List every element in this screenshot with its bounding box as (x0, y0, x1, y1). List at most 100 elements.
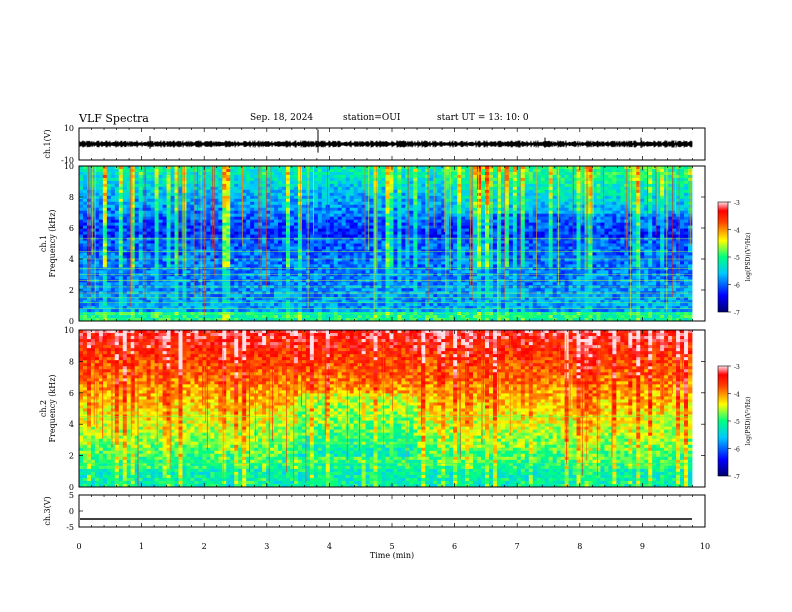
spectrogram-cell (106, 273, 112, 277)
spectrogram-cell (198, 225, 203, 229)
spectrogram-cell (186, 198, 191, 203)
spectrogram-cell (329, 276, 335, 280)
spectrogram-cell (309, 219, 315, 224)
spectrogram-cell (118, 237, 124, 241)
spectrogram-cell (210, 297, 215, 301)
spectrogram-cell (214, 243, 219, 247)
spectrogram-cell (98, 300, 104, 304)
spectrogram-cell (329, 177, 335, 182)
spectrogram-cell (262, 192, 267, 197)
spectrogram-cell (150, 210, 156, 215)
spectrogram-cell (138, 318, 144, 322)
spectrogram-cell (226, 306, 231, 310)
spectrogram-cell (222, 312, 227, 316)
spectrogram-cell (369, 166, 374, 170)
spectrogram-cell (345, 267, 351, 271)
spectrogram-cell (429, 189, 434, 194)
spectrogram-cell (98, 219, 104, 224)
spectrogram-cell (449, 225, 454, 229)
spectrogram-cell (90, 237, 96, 241)
spectrogram-cell (353, 222, 359, 227)
spectrogram-cell (218, 177, 223, 182)
spectrogram-cell (278, 183, 283, 188)
spectrogram-cell (198, 276, 203, 280)
spectrogram-cell (130, 174, 136, 179)
spectrogram-cell (222, 246, 227, 250)
spectrogram-cell (377, 219, 382, 224)
spectrogram-cell (206, 246, 211, 250)
spectrogram-cell (126, 264, 132, 268)
spectrogram-cell (377, 306, 382, 310)
spectrogram-cell (349, 180, 355, 185)
spectrogram-cell (138, 294, 144, 298)
spectrogram-cell (377, 315, 382, 319)
spectrogram-cell (381, 174, 386, 179)
spectrogram-cell (397, 210, 402, 215)
spectrogram-cell (413, 234, 418, 238)
spectrogram-cell (90, 216, 96, 221)
spectrogram-cell (110, 207, 116, 212)
spectrogram-cell (405, 312, 410, 316)
spectrogram-cell (381, 207, 386, 212)
spectrogram-cell (357, 207, 363, 212)
spectrogram-cell (365, 177, 370, 182)
spectrogram-cell (194, 216, 199, 221)
spectrogram-cell (425, 234, 430, 238)
spectrogram-cell (349, 288, 355, 292)
spectrogram-cell (234, 270, 239, 274)
spectrogram-cell (385, 303, 390, 307)
spectrogram-cell (341, 282, 347, 286)
spectrogram-cell (270, 225, 275, 229)
spectrogram-cell (329, 258, 335, 262)
spectrogram-cell (433, 219, 438, 224)
spectrogram-cell (401, 171, 406, 176)
spectrogram-cell (389, 225, 394, 229)
spectrogram-cell (146, 222, 152, 227)
spectrogram-cell (222, 276, 227, 280)
spectrogram-cell (254, 207, 259, 212)
spectrogram-cell (309, 186, 315, 191)
spectrogram-cell (449, 252, 454, 256)
spectrogram-cell (397, 240, 402, 244)
spectrogram-cell (210, 270, 215, 274)
spectrogram-cell (285, 264, 291, 268)
spectrogram-cell (102, 171, 108, 176)
spectrogram-cell (94, 240, 100, 244)
spectrogram-cell (297, 312, 303, 316)
spectrogram-cell (246, 174, 251, 179)
spectrogram-cell (349, 270, 355, 274)
spectrogram-cell (154, 300, 160, 304)
spectrogram-cell (126, 240, 132, 244)
spectrogram-cell (106, 261, 112, 265)
spectrogram-cell (353, 312, 359, 316)
spectrogram-cell (270, 246, 275, 250)
spectrogram-cell (106, 195, 112, 200)
spectrogram-cell (353, 228, 359, 232)
spectrogram-cell (154, 252, 160, 256)
spectrogram-cell (226, 264, 231, 268)
spectrogram-cell (106, 318, 112, 322)
spectrogram-cell (417, 192, 422, 197)
spectrogram-cell (262, 195, 267, 200)
spectrogram-cell (449, 192, 454, 197)
spectrogram-cell (230, 189, 235, 194)
spectrogram-cell (421, 213, 426, 218)
spectrogram-cell (449, 261, 454, 265)
spectrogram-cell (441, 288, 446, 292)
spectrogram-cell (126, 270, 132, 274)
spectrogram-cell (417, 261, 422, 265)
spectrogram-cell (126, 216, 132, 221)
spectrogram-cell (246, 201, 251, 206)
spectrogram-cell (98, 204, 104, 209)
spectrogram-cell (333, 192, 339, 197)
spectrogram-cell (437, 189, 442, 194)
spectrogram-cell (182, 303, 187, 307)
spectrogram-cell (309, 183, 315, 188)
spectrogram-cell (389, 282, 394, 286)
spectrogram-cell (250, 267, 255, 271)
spectrogram-cell (150, 309, 156, 313)
spectrogram-cell (234, 297, 239, 301)
spectrogram-cell (357, 267, 363, 271)
spectrogram-cell (254, 204, 259, 209)
spectrogram-cell (270, 168, 275, 173)
